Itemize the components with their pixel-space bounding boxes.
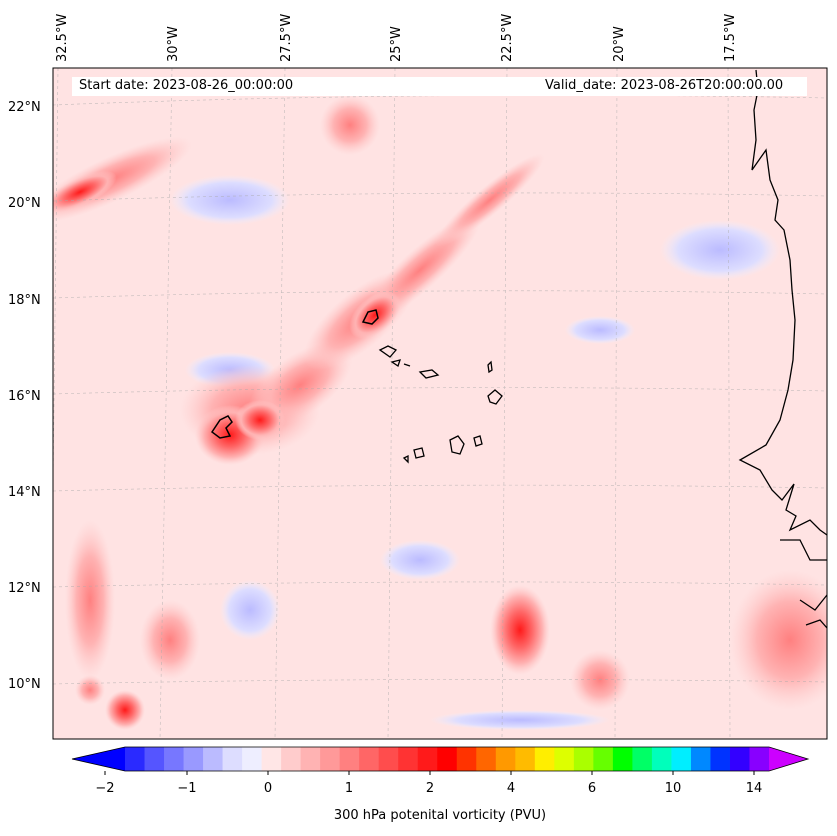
colorbar-swatch bbox=[612, 747, 633, 771]
lat-label: 10°N bbox=[8, 677, 41, 692]
colorbar-tick-label: 0 bbox=[263, 781, 273, 796]
colorbar-swatch bbox=[339, 747, 360, 771]
colorbar-swatch bbox=[476, 747, 497, 771]
colorbar-swatch bbox=[573, 747, 594, 771]
lon-label: 27.5°W bbox=[279, 14, 294, 62]
colorbar-swatch bbox=[378, 747, 399, 771]
colorbar-swatch bbox=[320, 747, 341, 771]
colorbar-swatch bbox=[300, 747, 321, 771]
colorbar-swatch bbox=[437, 747, 458, 771]
colorbar-swatch bbox=[632, 747, 653, 771]
colorbar-swatch bbox=[261, 747, 282, 771]
lat-label: 20°N bbox=[8, 196, 41, 211]
lon-label: 22.5°W bbox=[500, 14, 515, 62]
colorbar-tick-label: −1 bbox=[177, 781, 197, 796]
colorbar-swatch bbox=[554, 747, 575, 771]
pv-contour-line bbox=[361, 309, 379, 325]
lon-label: 32.5°W bbox=[55, 14, 70, 62]
colorbar-tick-label: 4 bbox=[506, 781, 516, 796]
colorbar-swatch bbox=[456, 747, 477, 771]
longitude-labels: 32.5°W 30°W 27.5°W 25°W 22.5°W 20°W 17.5… bbox=[55, 14, 738, 62]
lon-label: 25°W bbox=[389, 26, 404, 62]
colorbar-tick-label: 2 bbox=[425, 781, 435, 796]
africa-coastline bbox=[738, 69, 827, 629]
lon-label: 17.5°W bbox=[723, 14, 738, 62]
colorbar-swatch bbox=[398, 747, 419, 771]
colorbar-swatch bbox=[183, 747, 204, 771]
lat-label: 18°N bbox=[8, 293, 41, 308]
colorbar-tick-label: −2 bbox=[95, 781, 115, 796]
lat-label: 16°N bbox=[8, 389, 41, 404]
colorbar-outline bbox=[71, 746, 810, 772]
colorbar-extend-right bbox=[769, 747, 808, 771]
colorbar-swatch bbox=[651, 747, 672, 771]
colorbar-extend-left bbox=[72, 747, 125, 771]
colorbar-title: 300 hPa potenital vorticity (PVU) bbox=[333, 808, 547, 823]
info-bar bbox=[72, 77, 807, 96]
colorbar-swatch bbox=[242, 747, 263, 771]
colorbar-swatch bbox=[222, 747, 243, 771]
cape-verde-islands bbox=[378, 345, 503, 464]
colorbar-swatch bbox=[710, 747, 731, 771]
pv-contours bbox=[210, 309, 379, 439]
valid-date-label: Valid_date: 2023-08-26T20:00:00.00 bbox=[545, 78, 784, 93]
colorbar-swatch bbox=[729, 747, 750, 771]
colorbar-swatch bbox=[417, 747, 438, 771]
colorbar-tick-label: 10 bbox=[664, 781, 682, 796]
colorbar-swatch bbox=[359, 747, 380, 771]
colorbar-swatch bbox=[534, 747, 555, 771]
lat-label: 14°N bbox=[8, 485, 41, 500]
colorbar-tick-label: 14 bbox=[745, 781, 763, 796]
pv-field bbox=[53, 68, 827, 739]
gridlines bbox=[53, 68, 827, 739]
start-date-label: Start date: 2023-08-26_00:00:00 bbox=[79, 78, 294, 93]
colorbar bbox=[71, 746, 810, 775]
pv-contour-line bbox=[210, 415, 233, 439]
map-frame bbox=[52, 67, 828, 740]
lat-label: 22°N bbox=[8, 100, 41, 115]
colorbar-swatch bbox=[144, 747, 165, 771]
latitude-labels: 22°N 20°N 18°N 16°N 14°N 12°N 10°N bbox=[8, 100, 41, 692]
lon-label: 30°W bbox=[166, 26, 181, 62]
colorbar-swatch bbox=[593, 747, 614, 771]
colorbar-swatch bbox=[203, 747, 224, 771]
colorbar-swatch bbox=[495, 747, 516, 771]
colorbar-swatch bbox=[690, 747, 711, 771]
colorbar-swatch bbox=[164, 747, 185, 771]
pv-filament bbox=[180, 153, 545, 465]
lon-label: 20°W bbox=[612, 26, 627, 62]
colorbar-swatch bbox=[125, 747, 146, 771]
colorbar-tick-label: 1 bbox=[344, 781, 354, 796]
colorbar-tick-label: 6 bbox=[587, 781, 597, 796]
colorbar-swatch bbox=[671, 747, 692, 771]
colorbar-swatch bbox=[515, 747, 536, 771]
colorbar-swatch bbox=[281, 747, 302, 771]
lat-label: 12°N bbox=[8, 581, 41, 596]
colorbar-swatch bbox=[749, 747, 770, 771]
